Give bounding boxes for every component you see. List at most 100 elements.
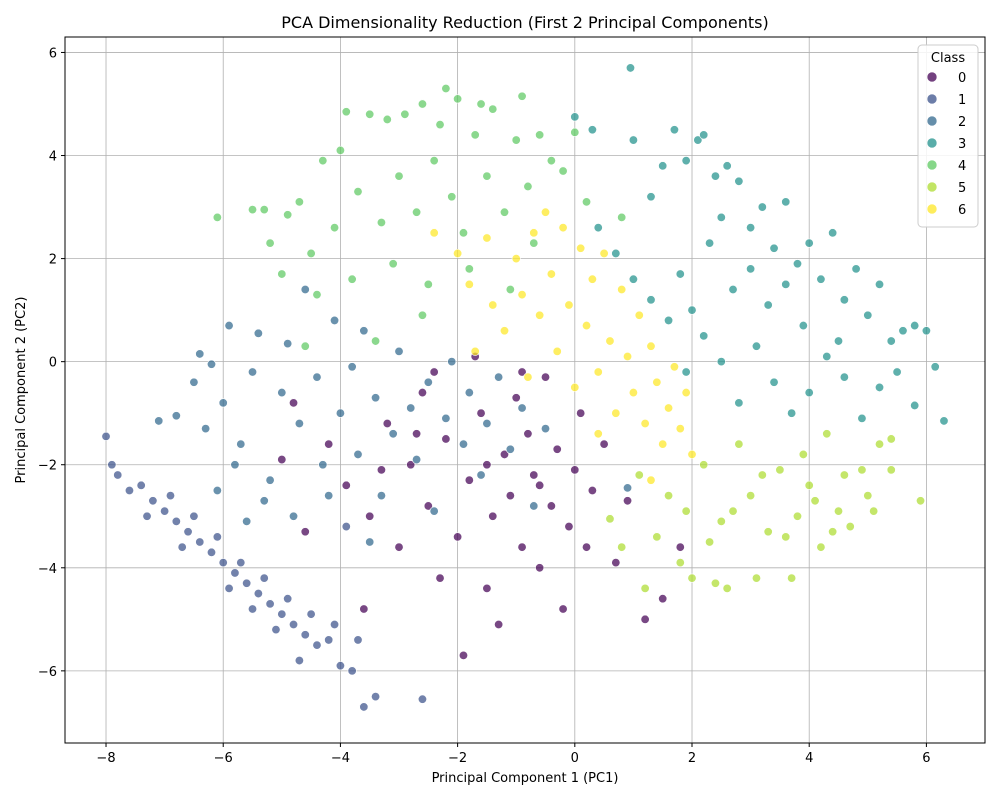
data-point	[804, 238, 814, 248]
data-point	[201, 424, 211, 434]
data-point	[822, 352, 832, 362]
data-point	[930, 362, 940, 372]
data-point	[289, 511, 299, 521]
data-point	[834, 336, 844, 346]
data-point	[664, 491, 674, 501]
data-point	[570, 112, 580, 122]
data-point	[470, 130, 480, 140]
data-point	[570, 382, 580, 392]
data-point	[875, 439, 885, 449]
data-point	[605, 514, 615, 524]
data-point	[283, 210, 293, 220]
data-point	[236, 558, 246, 568]
data-point	[681, 367, 691, 377]
data-point	[142, 511, 152, 521]
data-point	[195, 537, 205, 547]
data-point	[330, 223, 340, 233]
data-point	[517, 542, 527, 552]
data-point	[875, 279, 885, 289]
data-point	[710, 578, 720, 588]
data-point	[470, 346, 480, 356]
data-point	[664, 403, 674, 413]
data-point	[529, 501, 539, 511]
legend-label: 6	[958, 203, 966, 218]
data-point	[892, 367, 902, 377]
data-point	[792, 511, 802, 521]
legend-label: 5	[958, 181, 966, 196]
data-point	[687, 449, 697, 459]
legend-marker	[926, 181, 938, 193]
data-point	[587, 485, 597, 495]
data-point	[605, 336, 615, 346]
data-point	[406, 403, 416, 413]
data-point	[552, 346, 562, 356]
data-point	[722, 161, 732, 171]
data-point	[728, 506, 738, 516]
data-point	[423, 377, 433, 387]
data-point	[834, 506, 844, 516]
data-point	[845, 522, 855, 532]
data-point	[412, 455, 422, 465]
data-point	[611, 558, 621, 568]
data-point	[423, 279, 433, 289]
data-point	[259, 573, 269, 583]
data-point	[775, 465, 785, 475]
data-point	[359, 604, 369, 614]
data-point	[658, 161, 668, 171]
data-point	[517, 290, 527, 300]
data-point	[787, 573, 797, 583]
legend-label: 3	[958, 137, 966, 152]
data-point	[646, 475, 656, 485]
data-point	[218, 558, 228, 568]
data-point	[699, 331, 709, 341]
data-point	[488, 104, 498, 114]
data-point	[716, 516, 726, 526]
data-point	[529, 470, 539, 480]
data-point	[781, 279, 791, 289]
data-point	[839, 470, 849, 480]
data-point	[611, 408, 621, 418]
data-point	[429, 156, 439, 166]
series-class-4	[212, 84, 627, 351]
data-point	[517, 91, 527, 101]
data-point	[722, 583, 732, 593]
data-point	[283, 594, 293, 604]
x-tick-label: −4	[331, 751, 350, 766]
data-point	[289, 398, 299, 408]
data-point	[792, 259, 802, 269]
data-point	[283, 339, 293, 349]
data-point	[499, 449, 509, 459]
data-point	[242, 516, 252, 526]
data-point	[376, 491, 386, 501]
data-point	[335, 145, 345, 155]
y-axis-ticks: −6 −4 −2 0 2 4 6	[38, 46, 65, 680]
data-point	[195, 349, 205, 359]
data-point	[464, 475, 474, 485]
x-tick-label: −8	[96, 751, 115, 766]
data-point	[353, 187, 363, 197]
data-point	[593, 367, 603, 377]
data-point	[687, 305, 697, 315]
data-point	[564, 300, 574, 310]
data-point	[798, 321, 808, 331]
data-point	[810, 496, 820, 506]
data-point	[628, 388, 638, 398]
legend-label: 1	[958, 93, 966, 108]
data-point	[294, 656, 304, 666]
data-point	[816, 542, 826, 552]
data-point	[482, 583, 492, 593]
data-point	[535, 563, 545, 573]
data-point	[781, 197, 791, 207]
legend-marker	[926, 159, 938, 171]
data-point	[447, 192, 457, 202]
data-point	[587, 274, 597, 284]
data-point	[136, 480, 146, 490]
data-point	[798, 449, 808, 459]
data-point	[388, 429, 398, 439]
data-point	[242, 578, 252, 588]
data-point	[171, 516, 181, 526]
data-point	[312, 640, 322, 650]
data-point	[886, 336, 896, 346]
data-point	[617, 212, 627, 222]
legend-marker	[926, 137, 938, 149]
